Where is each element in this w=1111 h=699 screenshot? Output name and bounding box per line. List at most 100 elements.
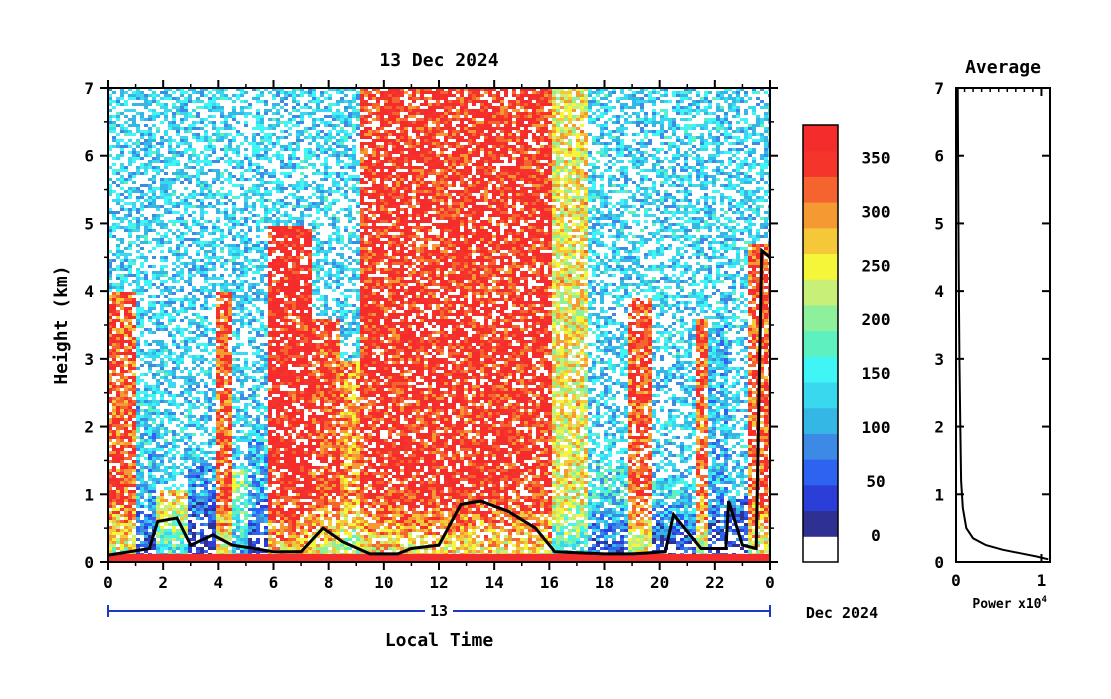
heatmap-cell xyxy=(108,418,112,421)
heatmap-cell xyxy=(140,400,144,403)
heatmap-cell xyxy=(212,94,216,97)
heatmap-cell xyxy=(248,469,252,472)
heatmap-cell xyxy=(180,427,184,430)
heatmap-cell xyxy=(208,190,212,193)
heatmap-cell xyxy=(188,112,192,115)
heatmap-cell xyxy=(184,448,188,451)
heatmap-cell xyxy=(136,292,140,295)
heatmap-cell xyxy=(280,181,284,184)
heatmap-cell xyxy=(288,298,292,301)
heatmap-cell xyxy=(128,259,132,262)
heatmap-cell xyxy=(288,121,292,124)
heatmap-cell xyxy=(232,205,236,208)
heatmap-cell xyxy=(192,523,196,526)
heatmap-cell xyxy=(268,292,272,295)
heatmap-cell xyxy=(292,148,296,151)
heatmap-cell xyxy=(108,349,112,352)
heatmap-cell xyxy=(228,427,232,430)
heatmap-cell xyxy=(204,187,208,190)
heatmap-cell xyxy=(296,451,300,454)
heatmap-cell xyxy=(272,334,276,337)
heatmap-cell xyxy=(128,310,132,313)
heatmap-cell xyxy=(188,532,192,535)
heatmap-cell xyxy=(268,199,272,202)
heatmap-cell xyxy=(148,427,152,430)
heatmap-cell xyxy=(272,310,276,313)
heatmap-cell xyxy=(256,517,260,520)
heatmap-cell xyxy=(148,388,152,391)
heatmap-cell xyxy=(296,286,300,289)
heatmap-cell xyxy=(148,526,152,529)
heatmap-cell xyxy=(120,439,124,442)
heatmap-cell xyxy=(116,169,120,172)
heatmap-cell xyxy=(128,505,132,508)
heatmap-cell xyxy=(204,523,208,526)
heatmap-cell xyxy=(156,340,160,343)
heatmap-cell xyxy=(200,403,204,406)
heatmap-cell xyxy=(108,115,112,118)
heatmap-cell xyxy=(188,124,192,127)
heatmap-cell xyxy=(272,295,276,298)
heatmap-cell xyxy=(268,379,272,382)
heatmap-cell xyxy=(284,91,288,94)
heatmap-cell xyxy=(232,388,236,391)
heatmap-cell xyxy=(172,490,176,493)
heatmap-cell xyxy=(184,262,188,265)
heatmap-cell xyxy=(256,520,260,523)
heatmap-cell xyxy=(144,442,148,445)
heatmap-cell xyxy=(116,490,120,493)
heatmap-cell xyxy=(164,208,168,211)
heatmap-cell xyxy=(284,352,288,355)
heatmap-cell xyxy=(244,301,248,304)
heatmap-cell xyxy=(108,127,112,130)
heatmap-cell xyxy=(264,499,268,502)
heatmap-cell xyxy=(172,436,176,439)
heatmap-cell xyxy=(272,385,276,388)
heatmap-cell xyxy=(176,343,180,346)
heatmap-cell xyxy=(148,472,152,475)
heatmap-cell xyxy=(232,268,236,271)
heatmap-cell xyxy=(256,244,260,247)
heatmap-cell xyxy=(276,181,280,184)
heatmap-cell xyxy=(244,361,248,364)
heatmap-cell xyxy=(224,289,228,292)
heatmap-cell xyxy=(156,196,160,199)
heatmap-cell xyxy=(240,304,244,307)
heatmap-cell xyxy=(172,439,176,442)
heatmap-cell xyxy=(280,457,284,460)
heatmap-cell xyxy=(140,190,144,193)
heatmap-cell xyxy=(296,364,300,367)
heatmap-cell xyxy=(116,292,120,295)
heatmap-cell xyxy=(224,169,228,172)
heatmap-cell xyxy=(124,388,128,391)
heatmap-cell xyxy=(240,391,244,394)
heatmap-cell xyxy=(120,103,124,106)
heatmap-cell xyxy=(284,187,288,190)
heatmap-cell xyxy=(156,148,160,151)
heatmap-cell xyxy=(172,523,176,526)
heatmap-cell xyxy=(196,418,200,421)
heatmap-cell xyxy=(136,355,140,358)
heatmap-cell xyxy=(128,376,132,379)
heatmap-cell xyxy=(144,550,148,553)
heatmap-cell xyxy=(288,202,292,205)
heatmap-cell xyxy=(172,466,176,469)
heatmap-cell xyxy=(244,424,248,427)
heatmap-cell xyxy=(244,406,248,409)
heatmap-cell xyxy=(152,202,156,205)
heatmap-cell xyxy=(280,160,284,163)
heatmap-cell xyxy=(224,148,228,151)
heatmap-cell xyxy=(156,541,160,544)
heatmap-cell xyxy=(148,514,152,517)
heatmap-cell xyxy=(260,487,264,490)
heatmap-cell xyxy=(228,316,232,319)
heatmap-cell xyxy=(128,526,132,529)
heatmap-cell xyxy=(192,136,196,139)
heatmap-cell xyxy=(252,523,256,526)
heatmap-cell xyxy=(212,109,216,112)
heatmap-cell xyxy=(220,445,224,448)
heatmap-cell xyxy=(176,178,180,181)
heatmap-cell xyxy=(204,184,208,187)
heatmap-cell xyxy=(272,391,276,394)
